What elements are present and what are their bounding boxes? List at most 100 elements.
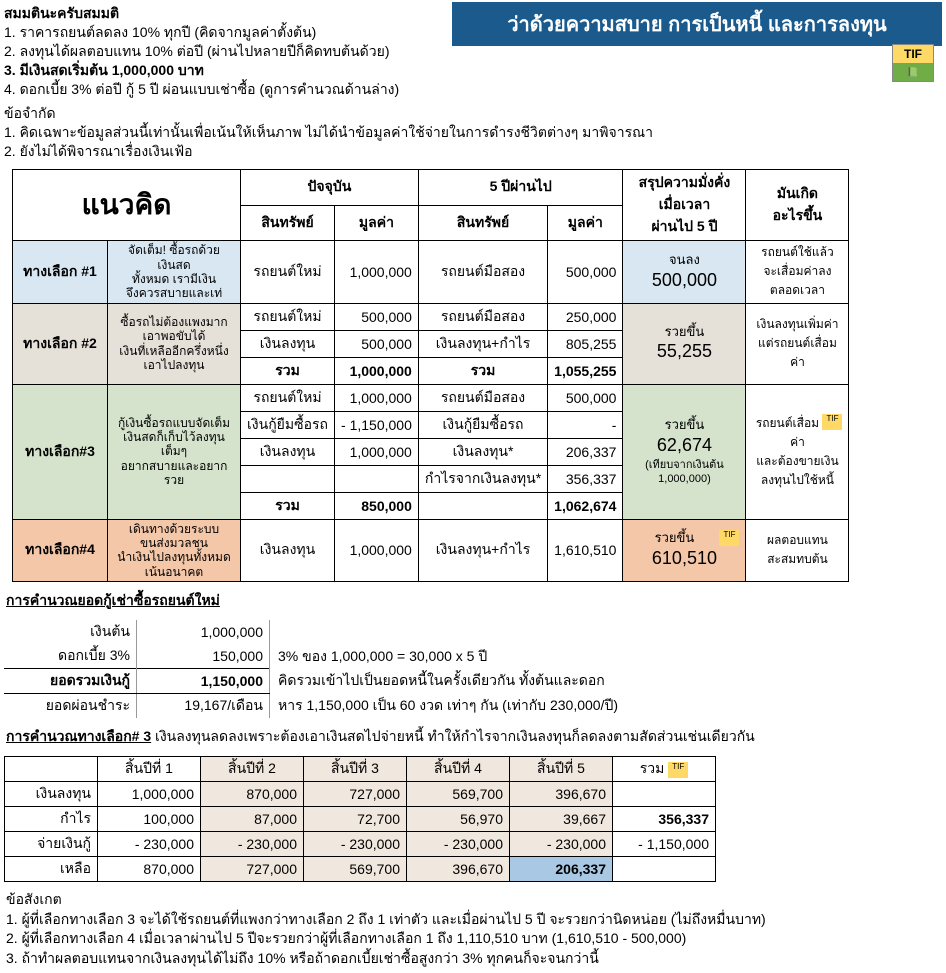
year-cell: 206,337 xyxy=(510,857,613,882)
limit-line: 2. ยังไม่ได้พิจารณาเรื่องเงินเฟ้อ xyxy=(4,142,940,161)
value-cell: 1,000,000 xyxy=(335,357,419,384)
loan-note: หาร 1,150,000 เป็น 60 งวด เท่าๆ กัน (เท่… xyxy=(270,694,625,719)
loan-note xyxy=(270,620,625,644)
option-label: ทางเลือก #2 xyxy=(13,303,108,384)
year-row-label: กำไร xyxy=(5,807,98,832)
value-cell: 1,062,674 xyxy=(548,492,623,519)
year-cell: 396,670 xyxy=(510,782,613,807)
year-cell: 569,700 xyxy=(407,782,510,807)
asset-cell: เงินลงทุน xyxy=(241,519,335,582)
year-cell: 870,000 xyxy=(98,857,201,882)
observe-line: 1. ผู้ที่เลือกทางเลือก 3 จะได้ใช้รถยนต์ท… xyxy=(6,910,940,930)
tif-sub: 📗 xyxy=(893,63,933,81)
loan-label: ยอดรวมเงินกู้ xyxy=(4,669,137,694)
year-header: สิ้นปีที่ 5 xyxy=(510,757,613,782)
year-header: สิ้นปีที่ 2 xyxy=(201,757,304,782)
what-happens: รถยนต์ใช้แล้ว จะเสื่อมค่าลง ตลอดเวลา xyxy=(746,241,849,304)
limits-block: ข้อจำกัด 1. คิดเฉพาะข้อมูลส่วนนี้เท่านั้… xyxy=(0,102,946,163)
year-cell: 396,670 xyxy=(407,857,510,882)
loan-row: เงินต้น1,000,000 xyxy=(4,620,624,644)
value-cell xyxy=(335,465,419,492)
year-cell: - 230,000 xyxy=(304,832,407,857)
wealth-summary: รวยขึ้น55,255 xyxy=(623,303,746,384)
observe-heading: ข้อสังเกต xyxy=(6,890,940,910)
option-label: ทางเลือก#4 xyxy=(13,519,108,582)
observe-line: 2. ผู้ที่เลือกทางเลือก 4 เมื่อเวลาผ่านไป… xyxy=(6,929,940,949)
asset-h1: สินทรัพย์ xyxy=(241,205,335,241)
year-row: กำไร100,00087,00072,70056,97039,667356,3… xyxy=(5,807,716,832)
value-cell: 1,000,000 xyxy=(335,519,419,582)
asset-cell: รถยนต์มือสอง xyxy=(418,384,547,411)
value-cell: - 1,150,000 xyxy=(335,411,419,438)
year-cell: - 1,150,000 xyxy=(613,832,716,857)
now-header: ปัจจุบัน xyxy=(241,170,419,206)
observe-line: 3. ถ้าทำผลตอบแทนจากเงินลงทุนได้ไม่ถึง 10… xyxy=(6,949,940,969)
year-header: สิ้นปีที่ 4 xyxy=(407,757,510,782)
assumption-line: 4. ดอกเบี้ย 3% ต่อปี กู้ 5 ปี ผ่อนแบบเช่… xyxy=(4,80,584,99)
year-header: สิ้นปีที่ 3 xyxy=(304,757,407,782)
asset-cell: รวม xyxy=(241,357,335,384)
value-cell: 500,000 xyxy=(335,330,419,357)
year-row: เงินลงทุน1,000,000870,000727,000569,7003… xyxy=(5,782,716,807)
option-desc: ซื้อรถไม่ต้องแพงมาก เอาพอขับได้ เงินที่เ… xyxy=(108,303,241,384)
loan-row: ยอดรวมเงินกู้1,150,000คิดรวมเข้าไปเป็นยอ… xyxy=(4,669,624,694)
header-banner: ว่าด้วยความสบาย การเป็นหนี้ และการลงทุน xyxy=(452,2,942,46)
year-cell: 356,337 xyxy=(613,807,716,832)
year-cell: - 230,000 xyxy=(98,832,201,857)
value-cell: 500,000 xyxy=(548,384,623,411)
limits-heading: ข้อจำกัด xyxy=(4,104,940,123)
value-cell: 500,000 xyxy=(548,241,623,304)
option-label: ทางเลือก#3 xyxy=(13,384,108,519)
value-cell: 850,000 xyxy=(335,492,419,519)
loan-value: 1,000,000 xyxy=(137,620,270,644)
option-desc: เดินทางด้วยระบบ ขนส่งมวลชน นำเงินไปลงทุน… xyxy=(108,519,241,582)
year-cell: 870,000 xyxy=(201,782,304,807)
asset-cell: รถยนต์มือสอง xyxy=(418,241,547,304)
value-cell: - xyxy=(548,411,623,438)
loan-value: 1,150,000 xyxy=(137,669,270,694)
year-row-label: จ่ายเงินกู้ xyxy=(5,832,98,857)
year-cell: 569,700 xyxy=(304,857,407,882)
asset-cell xyxy=(241,465,335,492)
loan-calc-heading: การคำนวณยอดกู้เช่าซื้อรถยนต์ใหม่ xyxy=(0,586,946,616)
asset-cell: เงินลงทุน+กำไร xyxy=(418,330,547,357)
year-header: รวม TIF xyxy=(613,757,716,782)
year-cell xyxy=(613,782,716,807)
value-cell: 1,055,255 xyxy=(548,357,623,384)
value-cell: 356,337 xyxy=(548,465,623,492)
main-comparison-table: แนวคิด ปัจจุบัน 5 ปีผ่านไป สรุปความมั่งค… xyxy=(12,169,849,582)
asset-cell: เงินลงทุน xyxy=(241,438,335,465)
year-cell xyxy=(613,857,716,882)
what-header: มันเกิด อะไรขึ้น xyxy=(746,170,849,241)
loan-value: 19,167/เดือน xyxy=(137,694,270,719)
year-table: สิ้นปีที่ 1สิ้นปีที่ 2สิ้นปีที่ 3สิ้นปีท… xyxy=(4,756,716,882)
loan-row: ดอกเบี้ย 3%150,0003% ของ 1,000,000 = 30,… xyxy=(4,644,624,669)
calc3-heading: การคำนวณทางเลือก# 3 เงินลงทุนลดลงเพราะต้… xyxy=(0,722,946,752)
asset-cell: รวม xyxy=(418,357,547,384)
option-desc: กู้เงินซื้อรถแบบจัดเต็ม เงินสดก็เก็บไว้ล… xyxy=(108,384,241,519)
asset-cell: รถยนต์มือสอง xyxy=(418,303,547,330)
observations: ข้อสังเกต 1. ผู้ที่เลือกทางเลือก 3 จะได้… xyxy=(0,886,946,972)
loan-note: คิดรวมเข้าไปเป็นยอดหนี้ในครั้งเดียวกัน ท… xyxy=(270,669,625,694)
asset-h2: สินทรัพย์ xyxy=(418,205,547,241)
year-cell: - 230,000 xyxy=(407,832,510,857)
wealth-summary: จนลง500,000 xyxy=(623,241,746,304)
year-cell: 56,970 xyxy=(407,807,510,832)
option-row: ทางเลือก#4เดินทางด้วยระบบ ขนส่งมวลชน นำเ… xyxy=(13,519,849,582)
option-row: ทางเลือก#3กู้เงินซื้อรถแบบจัดเต็ม เงินสด… xyxy=(13,384,849,411)
value-h2: มูลค่า xyxy=(548,205,623,241)
asset-cell: เงินกู้ยืมซื้อรถ xyxy=(241,411,335,438)
after5-header: 5 ปีผ่านไป xyxy=(418,170,623,206)
year-header: สิ้นปีที่ 1 xyxy=(98,757,201,782)
loan-row: ยอดผ่อนชำระ19,167/เดือนหาร 1,150,000 เป็… xyxy=(4,694,624,719)
what-happens: TIFรถยนต์เสื่อมค่า และต้องขายเงิน ลงทุนไ… xyxy=(746,384,849,519)
asset-cell: รถยนต์ใหม่ xyxy=(241,241,335,304)
asset-cell xyxy=(418,492,547,519)
asset-cell: รถยนต์ใหม่ xyxy=(241,303,335,330)
what-happens: เงินลงทุนเพิ่มค่า แต่รถยนต์เสื่อมค่า xyxy=(746,303,849,384)
value-h1: มูลค่า xyxy=(335,205,419,241)
loan-label: เงินต้น xyxy=(4,620,137,644)
option-row: ทางเลือก #2ซื้อรถไม่ต้องแพงมาก เอาพอขับไ… xyxy=(13,303,849,330)
year-row-label: เหลือ xyxy=(5,857,98,882)
option-row: ทางเลือก #1จัดเต็ม! ซื้อรถด้วยเงินสด ทั้… xyxy=(13,241,849,304)
